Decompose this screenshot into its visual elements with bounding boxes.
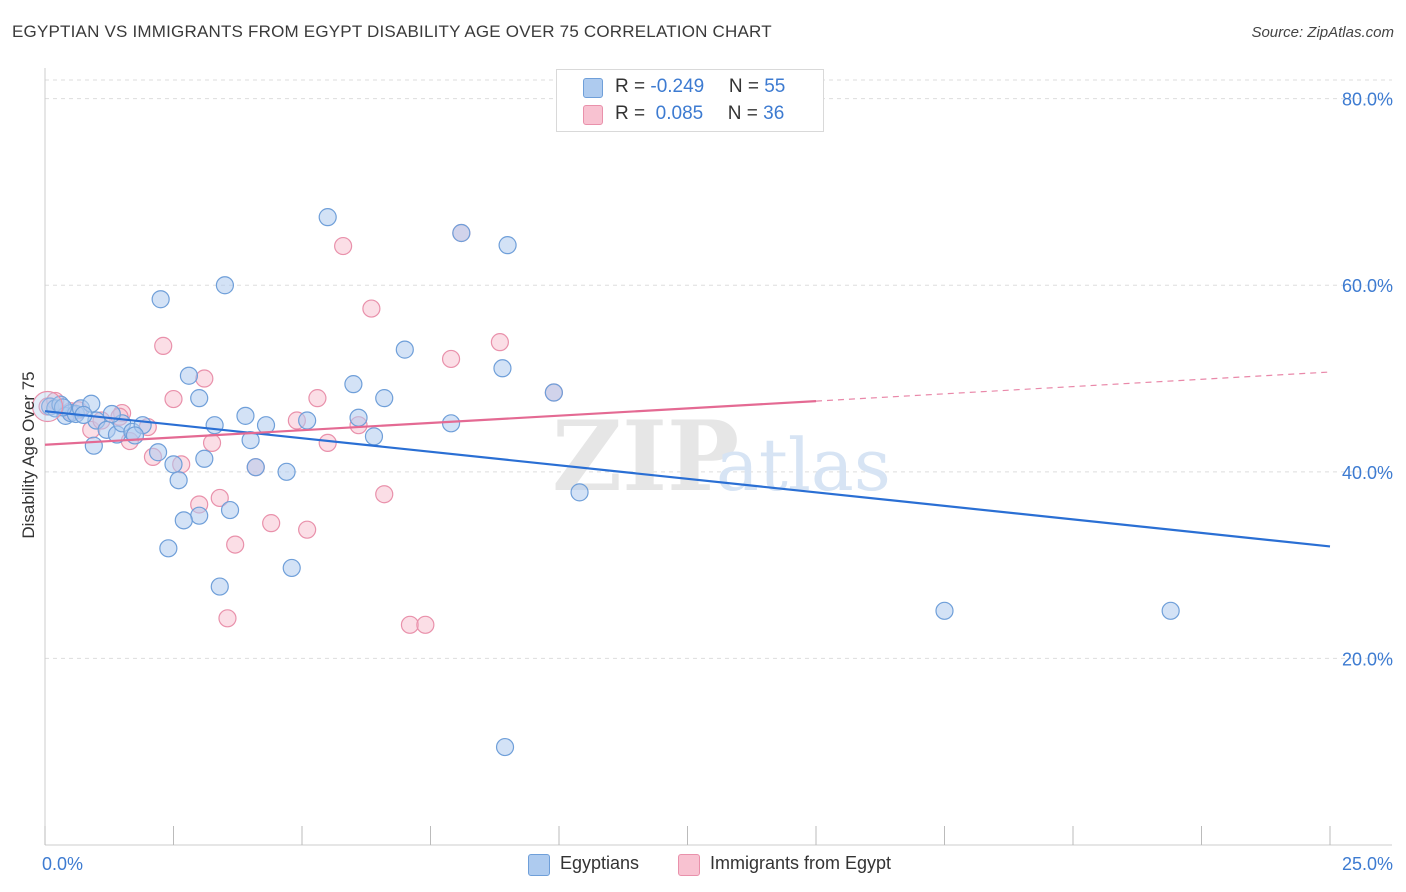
immigrants-trend-extension bbox=[815, 371, 1331, 402]
chart-title: EGYPTIAN VS IMMIGRANTS FROM EGYPT DISABI… bbox=[12, 22, 772, 41]
egyptians-point bbox=[318, 208, 337, 227]
trend-layer bbox=[44, 371, 1331, 548]
immigrants-point bbox=[362, 299, 381, 318]
egyptians-point bbox=[452, 223, 471, 243]
egyptians-point bbox=[210, 577, 229, 596]
immigrants-point bbox=[318, 433, 337, 453]
egyptians-point bbox=[84, 436, 103, 455]
n-label: N = bbox=[727, 103, 764, 124]
egyptians-point bbox=[570, 483, 589, 502]
swatch-blue bbox=[528, 854, 550, 876]
watermark-atlas: atlas bbox=[716, 423, 891, 507]
egyptians-point bbox=[241, 431, 260, 450]
immigrants-point bbox=[400, 615, 420, 634]
immigrants-point bbox=[226, 535, 245, 554]
immigrants-point bbox=[490, 333, 509, 352]
y-tick-label: 80.0% bbox=[1342, 90, 1393, 110]
egyptians-point bbox=[344, 375, 363, 394]
n-value: 55 bbox=[764, 76, 786, 97]
egyptians-point bbox=[1161, 601, 1180, 620]
egyptians-point bbox=[179, 366, 199, 385]
immigrants-trend-line bbox=[44, 400, 817, 446]
r-label: R = bbox=[615, 76, 651, 97]
immigrants-point bbox=[375, 485, 394, 504]
egyptians-point bbox=[544, 383, 563, 402]
axis-layer: 20.0% 40.0% 60.0% 80.0% 0.0% 25.0% bbox=[42, 68, 1393, 874]
egyptians-point bbox=[159, 539, 178, 558]
series-legend: Egyptians Immigrants from Egypt bbox=[0, 850, 1406, 880]
egyptians-point bbox=[277, 462, 296, 481]
immigrants-point bbox=[218, 609, 237, 628]
egyptians-point bbox=[169, 471, 188, 490]
cluster-point bbox=[31, 390, 64, 423]
grid-layer bbox=[45, 79, 1392, 659]
egyptians-point bbox=[148, 443, 168, 462]
y-tick-label: 20.0% bbox=[1342, 649, 1393, 669]
immigrants-point bbox=[154, 336, 173, 355]
y-tick-label: 40.0% bbox=[1342, 463, 1393, 483]
swatch-pink bbox=[678, 854, 700, 876]
r-value: 0.085 bbox=[650, 103, 704, 124]
egyptians-point bbox=[395, 340, 414, 359]
immigrants-point bbox=[210, 488, 229, 508]
r-value: -0.249 bbox=[650, 76, 705, 97]
egyptians-point bbox=[498, 236, 517, 255]
x-tick-label: 0.0% bbox=[42, 854, 83, 874]
legend-label: Immigrants from Egypt bbox=[710, 853, 892, 873]
egyptians-point bbox=[195, 449, 214, 468]
immigrants-point bbox=[164, 389, 183, 409]
egyptians-point bbox=[190, 389, 209, 408]
immigrants-point bbox=[262, 514, 281, 533]
egyptians-point bbox=[215, 276, 234, 295]
egyptians-point bbox=[164, 455, 183, 474]
immigrants-point bbox=[202, 433, 222, 453]
immigrants-point bbox=[195, 369, 214, 388]
egyptians-point bbox=[364, 427, 384, 446]
y-tick-label: 60.0% bbox=[1342, 276, 1393, 296]
immigrants-point bbox=[308, 389, 327, 408]
egyptians-point bbox=[349, 408, 368, 427]
egyptians-point bbox=[298, 411, 317, 430]
egyptians-point bbox=[441, 414, 461, 433]
stats-legend: R = -0.249 N = 55 R = 0.085 N = 36 bbox=[556, 69, 824, 132]
egyptians-point bbox=[174, 511, 193, 530]
egyptians-point bbox=[246, 458, 265, 477]
legend-label: Egyptians bbox=[560, 853, 640, 873]
points-layer bbox=[31, 208, 1180, 757]
egyptians-point bbox=[935, 601, 954, 620]
source-label: Source: ZipAtlas.com bbox=[1251, 24, 1394, 41]
egyptians-point bbox=[190, 506, 209, 525]
immigrants-point bbox=[298, 520, 317, 539]
egyptians-point bbox=[493, 359, 512, 378]
watermark: ZIP atlas bbox=[552, 400, 891, 513]
egyptians-point bbox=[236, 406, 255, 425]
y-axis-label: Disability Age Over 75 bbox=[19, 371, 38, 538]
egyptians-point bbox=[151, 290, 170, 309]
swatch-pink bbox=[583, 105, 603, 125]
r-label: R = bbox=[615, 103, 651, 124]
x-tick-label: 25.0% bbox=[1342, 854, 1393, 874]
immigrants-point bbox=[441, 349, 461, 369]
immigrants-point bbox=[334, 236, 353, 256]
egyptians-point bbox=[282, 558, 301, 578]
n-value: 36 bbox=[763, 103, 785, 124]
immigrants-point bbox=[416, 615, 435, 634]
swatch-blue bbox=[583, 78, 603, 98]
egyptians-point bbox=[205, 416, 224, 435]
egyptians-point bbox=[220, 500, 240, 520]
egyptians-point bbox=[125, 426, 145, 445]
egyptians-point bbox=[495, 737, 515, 757]
egyptians-point bbox=[375, 389, 394, 408]
n-label: N = bbox=[728, 76, 765, 97]
